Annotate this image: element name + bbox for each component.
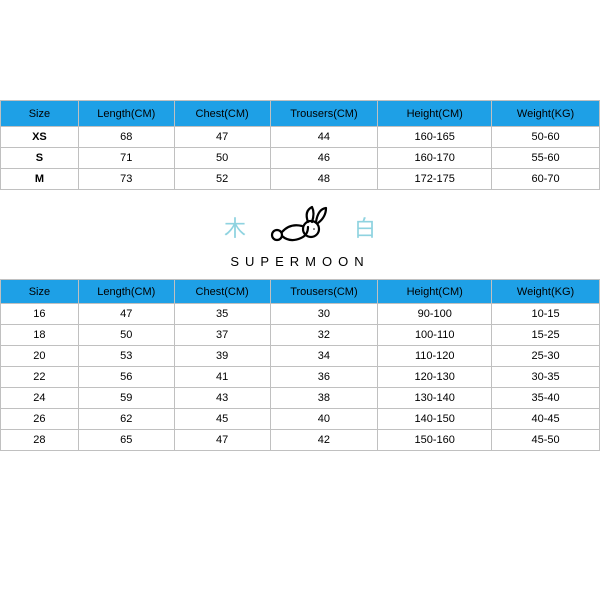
col-weight: Weight(KG) bbox=[492, 280, 600, 304]
table-row: 22564136120-13030-35 bbox=[1, 367, 600, 388]
adult-size-table: Size Length(CM) Chest(CM) Trousers(CM) H… bbox=[0, 100, 600, 190]
table-row: 24594338130-14035-40 bbox=[1, 388, 600, 409]
brand-left-char: 木 bbox=[224, 211, 246, 243]
table-cell: 62 bbox=[78, 409, 174, 430]
brand-right-char: 白 bbox=[354, 211, 376, 243]
table-cell: 40-45 bbox=[492, 409, 600, 430]
col-chest: Chest(CM) bbox=[174, 280, 270, 304]
table-cell: 47 bbox=[78, 304, 174, 325]
col-chest: Chest(CM) bbox=[174, 101, 270, 127]
table-header-row: Size Length(CM) Chest(CM) Trousers(CM) H… bbox=[1, 280, 600, 304]
brand-block: 木 bbox=[0, 190, 600, 279]
kids-size-table: Size Length(CM) Chest(CM) Trousers(CM) H… bbox=[0, 279, 600, 451]
col-weight: Weight(KG) bbox=[492, 101, 600, 127]
table-cell: 30-35 bbox=[492, 367, 600, 388]
kids-table-body: 1647353090-10010-1518503732100-11015-252… bbox=[1, 304, 600, 451]
table-cell: 42 bbox=[270, 430, 378, 451]
table-cell: 50 bbox=[174, 148, 270, 169]
table-cell: 39 bbox=[174, 346, 270, 367]
table-cell: 16 bbox=[1, 304, 79, 325]
col-trousers: Trousers(CM) bbox=[270, 280, 378, 304]
table-cell: 68 bbox=[78, 127, 174, 148]
table-row: 26624540140-15040-45 bbox=[1, 409, 600, 430]
table-cell: 26 bbox=[1, 409, 79, 430]
table-row: M735248172-17560-70 bbox=[1, 169, 600, 190]
table-cell: 160-170 bbox=[378, 148, 492, 169]
table-cell: 10-15 bbox=[492, 304, 600, 325]
table-cell: 47 bbox=[174, 430, 270, 451]
table-cell: 15-25 bbox=[492, 325, 600, 346]
table-cell: 25-30 bbox=[492, 346, 600, 367]
table-cell: 45-50 bbox=[492, 430, 600, 451]
adult-table-body: XS684744160-16550-60S715046160-17055-60M… bbox=[1, 127, 600, 190]
table-cell: 140-150 bbox=[378, 409, 492, 430]
col-trousers: Trousers(CM) bbox=[270, 101, 378, 127]
col-length: Length(CM) bbox=[78, 101, 174, 127]
table-cell: 22 bbox=[1, 367, 79, 388]
page: Size Length(CM) Chest(CM) Trousers(CM) H… bbox=[0, 0, 600, 600]
table-cell: 47 bbox=[174, 127, 270, 148]
table-cell: 172-175 bbox=[378, 169, 492, 190]
table-cell: XS bbox=[1, 127, 79, 148]
table-row: 1647353090-10010-15 bbox=[1, 304, 600, 325]
table-cell: 56 bbox=[78, 367, 174, 388]
table-row: XS684744160-16550-60 bbox=[1, 127, 600, 148]
table-cell: 40 bbox=[270, 409, 378, 430]
col-height: Height(CM) bbox=[378, 101, 492, 127]
table-cell: 37 bbox=[174, 325, 270, 346]
brand-logo-row: 木 bbox=[0, 204, 600, 250]
table-cell: 20 bbox=[1, 346, 79, 367]
table-cell: 38 bbox=[270, 388, 378, 409]
table-cell: 120-130 bbox=[378, 367, 492, 388]
table-cell: 50-60 bbox=[492, 127, 600, 148]
table-cell: 59 bbox=[78, 388, 174, 409]
table-cell: 73 bbox=[78, 169, 174, 190]
table-row: 20533934110-12025-30 bbox=[1, 346, 600, 367]
table-cell: 100-110 bbox=[378, 325, 492, 346]
table-cell: 65 bbox=[78, 430, 174, 451]
table-cell: M bbox=[1, 169, 79, 190]
table-cell: 34 bbox=[270, 346, 378, 367]
col-size: Size bbox=[1, 101, 79, 127]
table-header-row: Size Length(CM) Chest(CM) Trousers(CM) H… bbox=[1, 101, 600, 127]
table-cell: 160-165 bbox=[378, 127, 492, 148]
table-cell: 46 bbox=[270, 148, 378, 169]
table-cell: 50 bbox=[78, 325, 174, 346]
table-cell: 28 bbox=[1, 430, 79, 451]
table-row: 28654742150-16045-50 bbox=[1, 430, 600, 451]
table-cell: 110-120 bbox=[378, 346, 492, 367]
table-cell: 150-160 bbox=[378, 430, 492, 451]
table-cell: 24 bbox=[1, 388, 79, 409]
table-cell: 36 bbox=[270, 367, 378, 388]
table-row: 18503732100-11015-25 bbox=[1, 325, 600, 346]
table-cell: 130-140 bbox=[378, 388, 492, 409]
table-cell: 32 bbox=[270, 325, 378, 346]
table-cell: 30 bbox=[270, 304, 378, 325]
rabbit-svg-stroke bbox=[272, 207, 326, 240]
table-cell: 60-70 bbox=[492, 169, 600, 190]
table-cell: 35-40 bbox=[492, 388, 600, 409]
table-cell: S bbox=[1, 148, 79, 169]
table-cell: 55-60 bbox=[492, 148, 600, 169]
table-cell: 35 bbox=[174, 304, 270, 325]
col-length: Length(CM) bbox=[78, 280, 174, 304]
rabbit-icon bbox=[268, 205, 332, 250]
table-cell: 52 bbox=[174, 169, 270, 190]
table-cell: 48 bbox=[270, 169, 378, 190]
col-height: Height(CM) bbox=[378, 280, 492, 304]
brand-name: SUPERMOON bbox=[0, 254, 600, 269]
table-cell: 90-100 bbox=[378, 304, 492, 325]
table-row: S715046160-17055-60 bbox=[1, 148, 600, 169]
table-cell: 43 bbox=[174, 388, 270, 409]
table-cell: 18 bbox=[1, 325, 79, 346]
table-cell: 71 bbox=[78, 148, 174, 169]
table-cell: 45 bbox=[174, 409, 270, 430]
col-size: Size bbox=[1, 280, 79, 304]
table-cell: 41 bbox=[174, 367, 270, 388]
table-cell: 44 bbox=[270, 127, 378, 148]
table-cell: 53 bbox=[78, 346, 174, 367]
